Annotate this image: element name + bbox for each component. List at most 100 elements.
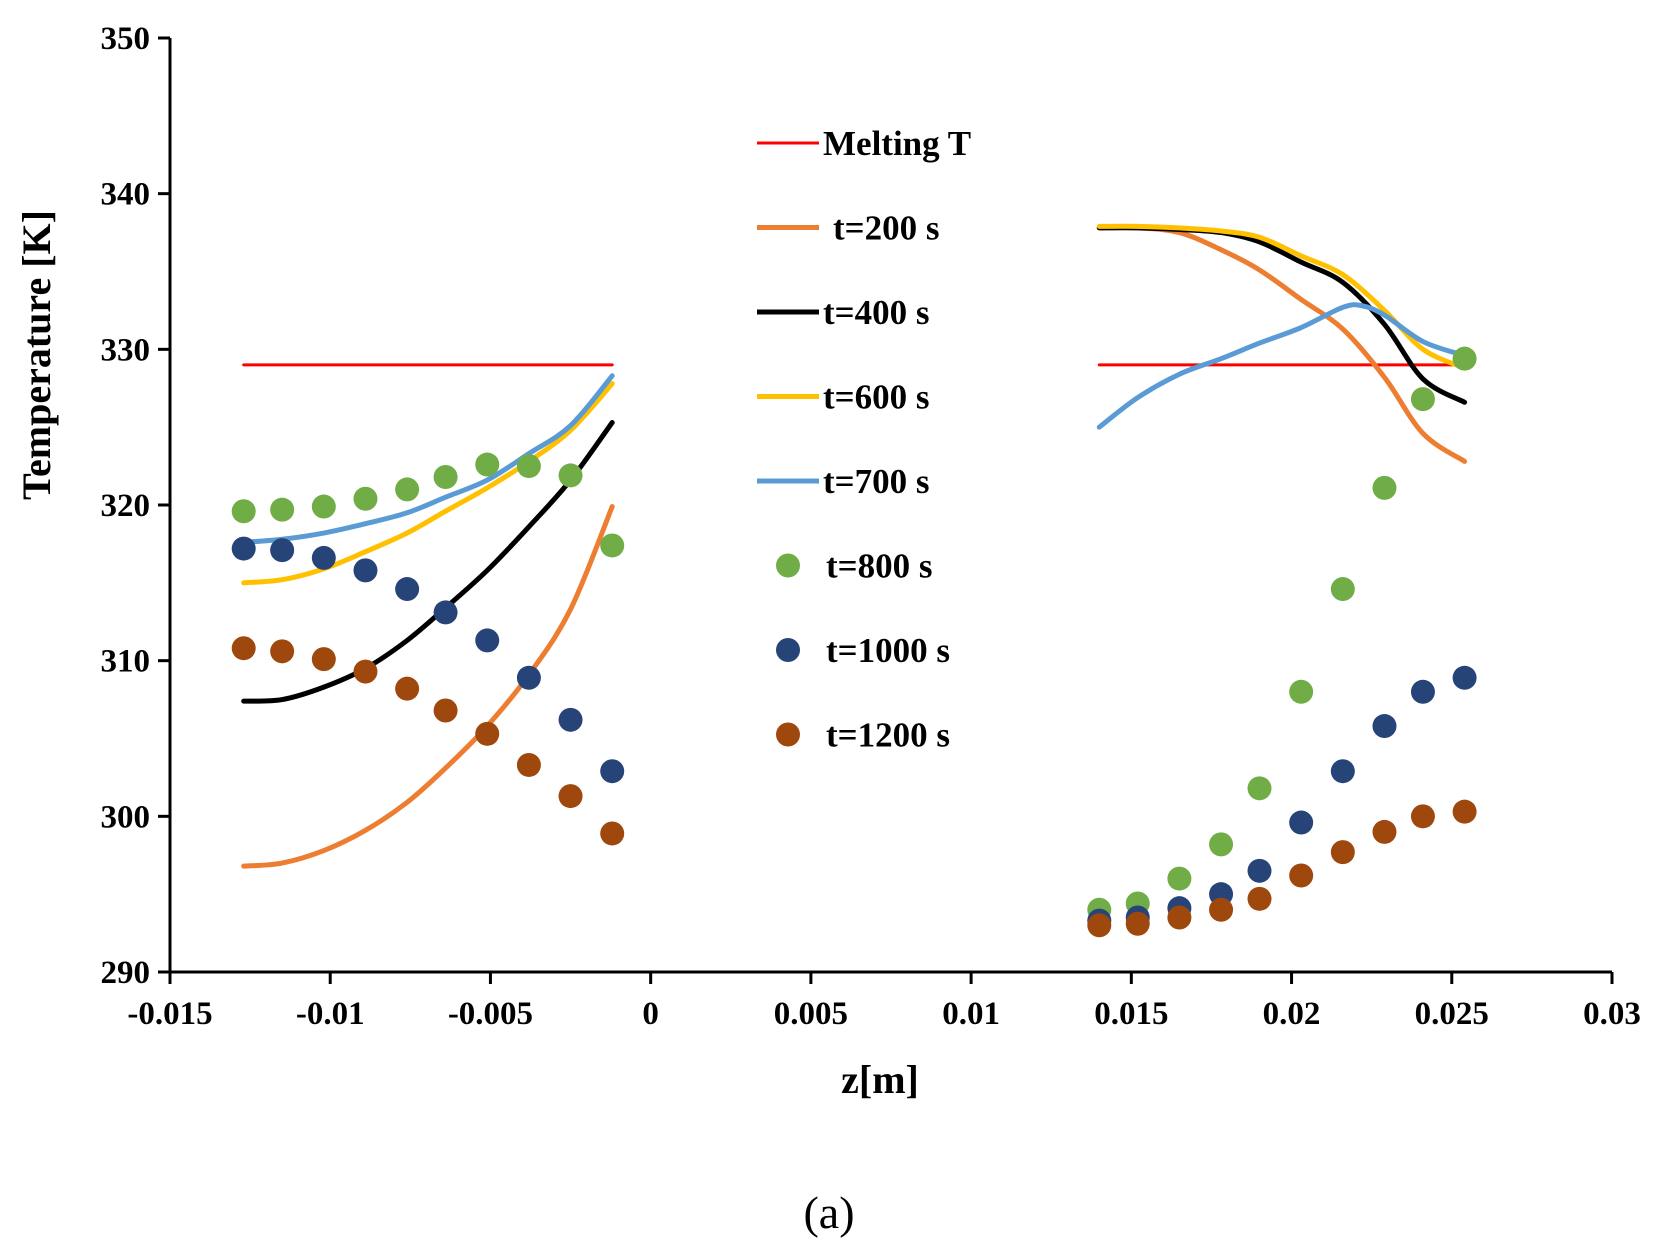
data-point bbox=[1289, 863, 1314, 888]
data-point bbox=[1452, 346, 1477, 371]
y-axis: 290 300 310 320 330 340 350 bbox=[101, 21, 172, 991]
data-point bbox=[475, 452, 500, 477]
y-tick-label: 320 bbox=[101, 488, 151, 524]
data-point bbox=[1209, 897, 1234, 922]
series-line bbox=[1096, 302, 1468, 430]
data-point bbox=[231, 536, 256, 561]
data-point bbox=[558, 463, 583, 488]
data-point bbox=[1247, 858, 1272, 883]
data-point bbox=[311, 494, 336, 519]
legend-label: t=800 s bbox=[826, 547, 932, 586]
y-tick-label: 330 bbox=[101, 332, 151, 368]
x-tick-label: 0.02 bbox=[1263, 996, 1321, 1032]
series-layer bbox=[231, 223, 1477, 938]
data-point bbox=[1410, 387, 1435, 412]
legend-label: t=400 s bbox=[823, 293, 929, 332]
legend-marker bbox=[776, 553, 800, 578]
data-point bbox=[600, 821, 625, 846]
data-point bbox=[1452, 665, 1477, 690]
series-t-1200-s bbox=[231, 636, 1477, 938]
legend-item: Melting T bbox=[757, 124, 971, 163]
legend-item: t=1200 s bbox=[776, 716, 950, 755]
data-point bbox=[475, 628, 500, 653]
data-point bbox=[1125, 911, 1150, 936]
data-point bbox=[1452, 799, 1477, 824]
legend-label: t=1200 s bbox=[826, 716, 950, 755]
data-point bbox=[1410, 679, 1435, 704]
x-tick-label: 0.005 bbox=[774, 996, 848, 1032]
data-point bbox=[311, 545, 336, 570]
data-point bbox=[1410, 804, 1435, 829]
x-tick-label: 0.01 bbox=[942, 996, 1000, 1032]
y-tick-label: 310 bbox=[101, 644, 151, 680]
data-point bbox=[231, 499, 256, 524]
data-point bbox=[1247, 886, 1272, 911]
data-point bbox=[270, 639, 295, 664]
data-point bbox=[1209, 832, 1234, 857]
data-point bbox=[433, 698, 458, 723]
legend: Melting T t=200 s t=400 s t=600 s t=700 s t=8… bbox=[757, 124, 971, 755]
series-line bbox=[241, 419, 615, 704]
data-point bbox=[270, 497, 295, 522]
data-point bbox=[1289, 679, 1314, 704]
data-point bbox=[516, 752, 541, 777]
data-point bbox=[516, 454, 541, 479]
y-tick-label: 350 bbox=[101, 21, 151, 57]
legend-item: t=700 s bbox=[757, 462, 929, 501]
data-point bbox=[231, 636, 256, 661]
data-point bbox=[353, 558, 378, 583]
legend-label: t=1000 s bbox=[826, 631, 950, 670]
legend-item: t=1000 s bbox=[776, 631, 950, 670]
series-t-700-s bbox=[241, 302, 1468, 545]
data-point bbox=[558, 784, 583, 809]
y-tick-label: 290 bbox=[101, 955, 151, 991]
series-line bbox=[1096, 225, 1468, 464]
data-point bbox=[1372, 819, 1397, 844]
x-tick-label: 0 bbox=[642, 996, 659, 1032]
legend-item: t=800 s bbox=[776, 547, 932, 586]
y-tick-label: 340 bbox=[101, 177, 151, 213]
data-point bbox=[433, 464, 458, 489]
data-point bbox=[1167, 866, 1192, 891]
data-point bbox=[1330, 759, 1355, 784]
data-point bbox=[353, 486, 378, 511]
data-point bbox=[433, 600, 458, 625]
series-line bbox=[241, 381, 615, 586]
data-point bbox=[353, 659, 378, 684]
legend-label: t=200 s bbox=[833, 209, 939, 248]
data-point bbox=[1167, 905, 1192, 930]
x-axis: -0.015 -0.01 -0.005 0 0.005 0.01 0.015 0.02 0.02… bbox=[127, 970, 1641, 1032]
data-point bbox=[1372, 714, 1397, 739]
figure-caption: (a) bbox=[803, 1187, 854, 1238]
y-tick-label: 300 bbox=[101, 799, 151, 835]
data-point bbox=[600, 759, 625, 784]
x-tick-label: -0.015 bbox=[127, 996, 212, 1032]
data-point bbox=[270, 538, 295, 563]
x-tick-label: 0.025 bbox=[1415, 996, 1489, 1032]
data-point bbox=[1330, 577, 1355, 602]
x-tick-label: -0.01 bbox=[296, 996, 365, 1032]
data-point bbox=[395, 577, 420, 602]
legend-label: Melting T bbox=[823, 124, 971, 163]
series-line bbox=[1096, 225, 1468, 405]
data-point bbox=[600, 533, 625, 558]
legend-marker bbox=[776, 638, 800, 662]
legend-label: t=700 s bbox=[823, 462, 929, 501]
legend-item: t=600 s bbox=[757, 378, 929, 417]
x-tick-label: 0.015 bbox=[1094, 996, 1168, 1032]
data-point bbox=[1289, 810, 1314, 835]
data-point bbox=[395, 477, 420, 502]
data-point bbox=[1372, 475, 1397, 500]
x-tick-label: -0.005 bbox=[448, 996, 533, 1032]
legend-marker bbox=[776, 722, 800, 747]
legend-label: t=600 s bbox=[823, 378, 929, 417]
data-point bbox=[516, 665, 541, 690]
x-tick-label: 0.03 bbox=[1583, 996, 1641, 1032]
series-line bbox=[241, 504, 615, 869]
legend-item: t=400 s bbox=[757, 293, 929, 332]
data-point bbox=[558, 707, 583, 732]
series-line bbox=[241, 373, 615, 545]
data-point bbox=[311, 647, 336, 672]
data-point bbox=[1247, 776, 1272, 801]
